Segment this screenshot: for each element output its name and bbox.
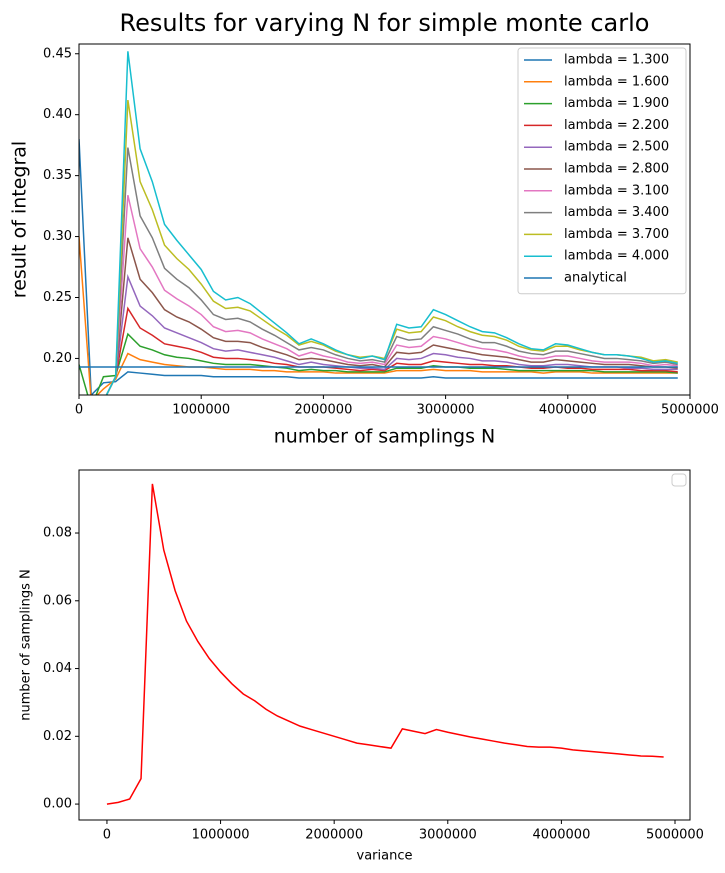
- y-tick-label: 0.30: [43, 229, 72, 244]
- x-tick-label: 1000000: [192, 828, 250, 843]
- legend-label: analytical: [564, 271, 627, 286]
- y-tick-label: 0.25: [43, 290, 72, 305]
- x-tick-label: 2000000: [305, 828, 363, 843]
- x-tick-label: 2000000: [294, 403, 352, 418]
- x-tick-label: 3000000: [419, 828, 477, 843]
- line-series: [105, 51, 678, 395]
- line-series: [79, 139, 678, 395]
- y-axis-label: result of integral: [9, 141, 31, 298]
- y-tick-label: 0.00: [43, 797, 72, 812]
- legend-label: lambda = 3.100: [564, 183, 669, 198]
- x-tick-label: 3000000: [417, 403, 475, 418]
- x-tick-label: 4000000: [532, 828, 590, 843]
- line-series: [105, 306, 678, 395]
- legend: [671, 473, 687, 487]
- legend-box: [671, 473, 687, 487]
- axes-frame: [78, 469, 691, 821]
- legend-label: lambda = 2.500: [564, 140, 669, 155]
- axes: 0 1000000 2000000 3000000 4000000 5000000 0.00…: [19, 469, 704, 864]
- axes: Results for varying N for simple monte c…: [9, 9, 719, 448]
- plot-area: [106, 483, 664, 805]
- line-series: [105, 147, 678, 395]
- legend: lambda = 1.300 lambda = 1.600 lambda = 1.9…: [517, 47, 687, 295]
- line-series: [79, 236, 678, 395]
- y-tick-label: 0.45: [43, 46, 72, 61]
- legend-label: lambda = 1.600: [564, 74, 669, 89]
- chart-title: Results for varying N for simple monte c…: [120, 9, 650, 37]
- legend-label: lambda = 2.200: [564, 118, 669, 133]
- legend-label: lambda = 1.300: [564, 53, 669, 68]
- legend-label: lambda = 3.400: [564, 205, 669, 220]
- x-tick-label: 5000000: [661, 403, 719, 418]
- x-tick-label: 5000000: [646, 828, 704, 843]
- plot-area: [79, 51, 678, 395]
- line-series: [105, 194, 678, 395]
- y-tick-label: 0.04: [43, 661, 72, 676]
- axes-frame: [78, 43, 691, 396]
- y-tick-label: 0.35: [43, 168, 72, 183]
- legend-label: lambda = 4.000: [564, 249, 669, 264]
- y-tick-label: 0.02: [43, 729, 72, 744]
- y-tick-label: 0.08: [43, 526, 72, 541]
- x-tick-label: 0: [103, 828, 111, 843]
- legend-label: lambda = 2.800: [564, 162, 669, 177]
- legend-label: lambda = 1.900: [564, 96, 669, 111]
- x-tick-label: 1000000: [172, 403, 230, 418]
- legend-box: [517, 47, 687, 295]
- line-series: [79, 332, 678, 395]
- y-tick-label: 0.40: [43, 107, 72, 122]
- y-tick-label: 0.20: [43, 351, 72, 366]
- legend-label: lambda = 3.700: [564, 227, 669, 242]
- y-tick-label: 0.06: [43, 593, 72, 608]
- x-axis-label: number of samplings N: [274, 426, 495, 448]
- line-series: [106, 483, 664, 805]
- x-tick-label: 0: [75, 403, 83, 418]
- line-series: [105, 237, 678, 395]
- line-series: [105, 273, 678, 395]
- y-axis-label: number of samplings N: [19, 569, 34, 721]
- x-tick-label: 4000000: [539, 403, 597, 418]
- x-axis-label: variance: [357, 849, 413, 864]
